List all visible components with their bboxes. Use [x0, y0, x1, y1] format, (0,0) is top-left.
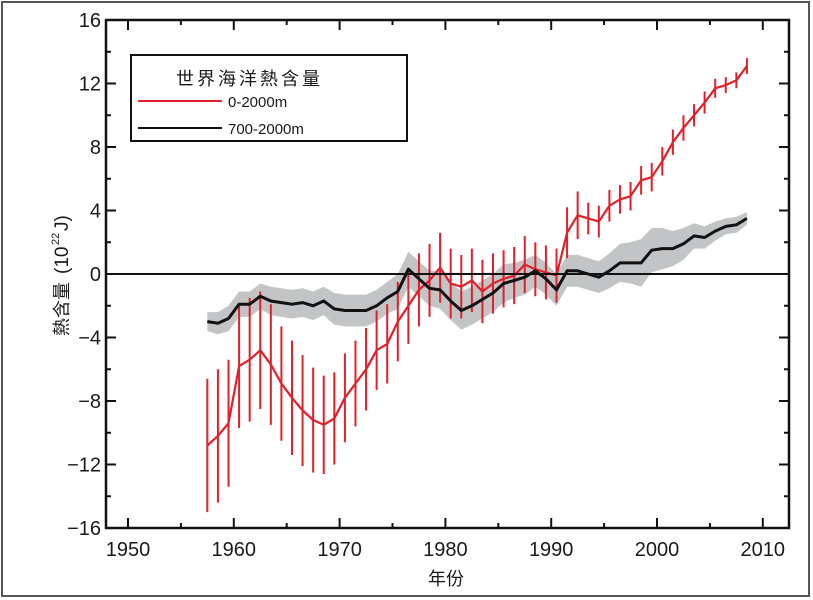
y-axis-title-unit-exponent: 22 — [50, 233, 62, 245]
y-axis-title: 熱含量 (10 22 J) — [50, 215, 73, 336]
series-line-700-2000m — [207, 217, 748, 325]
y-tick-label: 8 — [90, 137, 101, 159]
series-line-0-2000m — [206, 65, 748, 447]
x-axis-title: 年份 — [428, 569, 464, 590]
y-axis-title-unit-prefix: (10 — [52, 247, 73, 274]
y-tick-label: −16 — [67, 518, 101, 540]
x-tick-label: 1980 — [423, 539, 468, 561]
x-tick-label: 1970 — [317, 539, 362, 561]
y-tick-label: −12 — [67, 455, 101, 477]
y-tick-label: −4 — [78, 328, 101, 350]
x-tick-label: 1950 — [106, 539, 151, 561]
uncertainty-band-layer — [207, 212, 747, 335]
y-tick-label: 12 — [79, 74, 101, 96]
legend-box — [130, 54, 408, 142]
series-layer — [206, 58, 748, 513]
x-tick-label: 2010 — [741, 539, 786, 561]
y-tick-label: −8 — [78, 391, 101, 413]
x-tick-label: 1960 — [212, 539, 257, 561]
x-tick-label: 1990 — [529, 539, 574, 561]
y-axis-title-unit-suffix: J) — [52, 215, 73, 231]
y-tick-label: 4 — [90, 201, 101, 223]
axes-layer — [104, 18, 791, 530]
legend-label-700-2000m: 700-2000m — [228, 121, 304, 138]
y-axis-title-main: 熱含量 — [52, 282, 73, 336]
legend-title: 世界海洋熱含量 — [176, 69, 323, 90]
uncertainty-band-700-2000m — [207, 212, 747, 335]
y-tick-label: 0 — [90, 264, 101, 286]
x-tick-label: 2000 — [635, 539, 680, 561]
y-tick-label: 16 — [79, 10, 101, 32]
legend-label-0-2000m: 0-2000m — [228, 94, 287, 111]
tick-labels-layer: 1950 1960 1970 1980 1990 2000 2010 16 12 8 4 0 −4 −8 −… — [67, 10, 785, 561]
legend: 世界海洋熱含量 0-2000m 700-2000m — [130, 54, 408, 142]
